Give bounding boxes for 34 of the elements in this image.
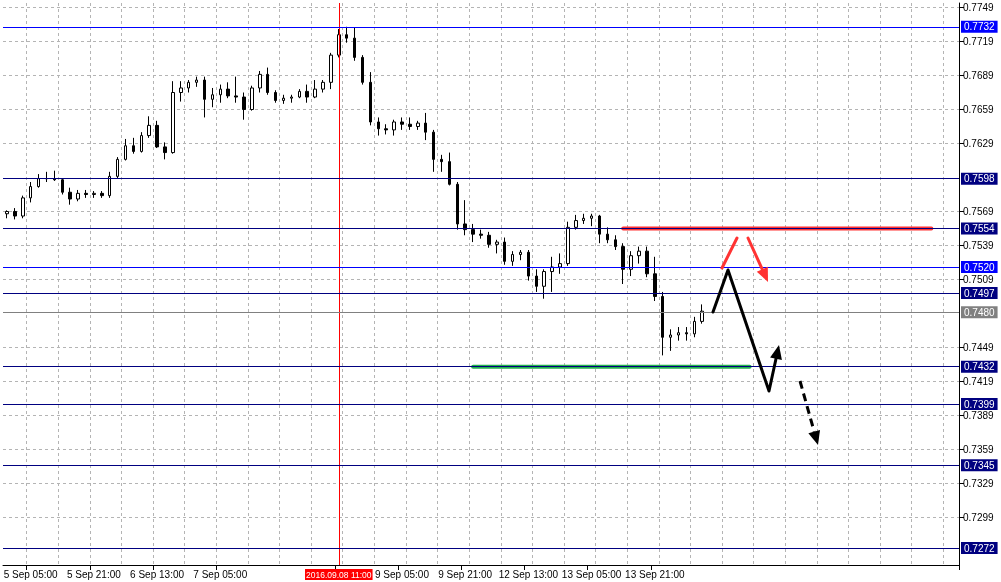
y-tick-label: 0.7689 [963, 70, 995, 82]
ref-line-label: 0.7345 [964, 459, 996, 471]
y-tick-label: 0.7299 [963, 511, 995, 523]
ref-line-label: 0.7732 [964, 21, 996, 33]
y-tick-label: 0.7449 [963, 341, 995, 353]
x-tick-label: 9 Sep 05:00 [375, 568, 430, 580]
x-tick-label: 7 Sep 05:00 [193, 568, 248, 580]
y-tick-label: 0.7749 [963, 2, 995, 14]
x-tick-label: 5 Sep 21:00 [66, 568, 122, 580]
x-tick-label: 12 Sep 13:00 [498, 568, 559, 580]
ref-line-label: 0.7432 [964, 361, 996, 373]
x-tick-label: 5 Sep 05:00 [3, 568, 59, 580]
ref-line-label: 0.7272 [964, 542, 996, 554]
x-tick-label: 13 Sep 21:00 [625, 568, 685, 580]
y-tick-label: 0.7659 [963, 104, 995, 116]
y-tick-label: 0.7389 [963, 409, 995, 421]
x-tick-label: 9 Sep 21:00 [438, 568, 493, 580]
y-tick-label: 0.7509 [963, 273, 995, 285]
y-tick-label: 0.7719 [963, 36, 995, 48]
ref-line-label: 0.7598 [964, 173, 996, 185]
ref-line-label: 0.7480 [964, 306, 996, 318]
ref-line-label: 0.7554 [964, 222, 996, 234]
y-tick-label: 0.7539 [963, 239, 995, 251]
x-tick-label: 2016.09.08 11:00 [306, 569, 372, 580]
ref-line-label: 0.7399 [964, 398, 996, 410]
y-tick-label: 0.7569 [963, 205, 995, 217]
x-tick-label: 13 Sep 05:00 [561, 568, 622, 580]
y-tick-label: 0.7419 [963, 375, 995, 387]
ref-line-label: 0.7520 [964, 261, 996, 273]
ref-line-label: 0.7497 [964, 287, 996, 299]
y-tick-label: 0.7329 [963, 477, 995, 489]
x-tick-label: 6 Sep 13:00 [130, 568, 185, 580]
y-tick-label: 0.7629 [963, 138, 995, 149]
y-tick-label: 0.7359 [963, 443, 995, 455]
